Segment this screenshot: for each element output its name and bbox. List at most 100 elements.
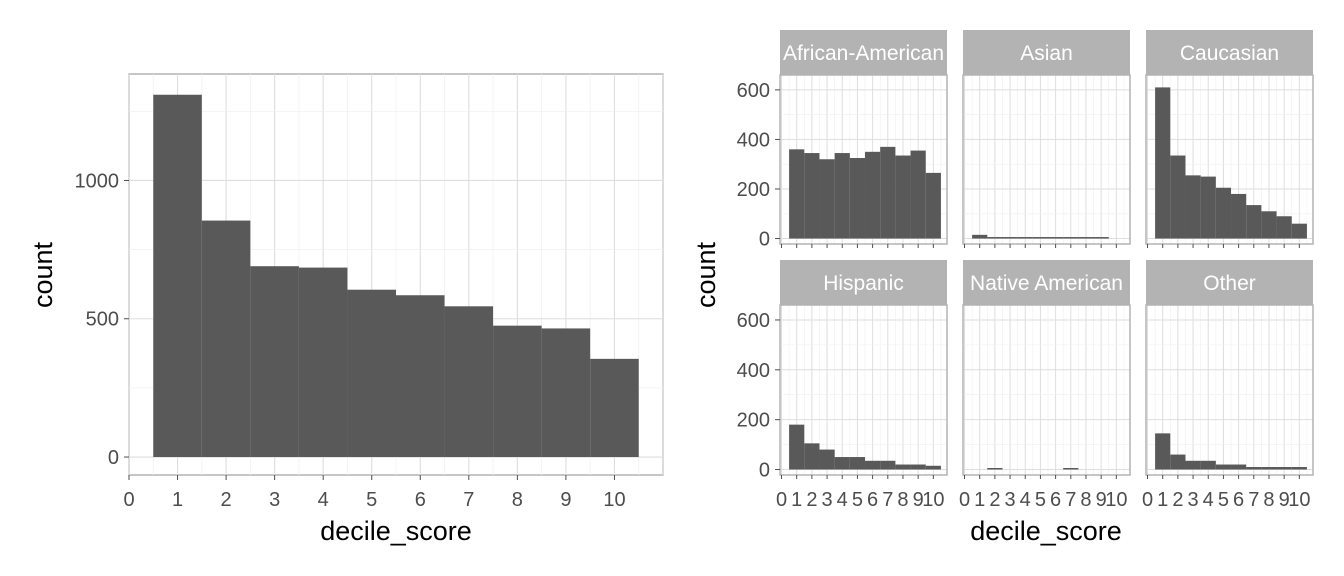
bar <box>1093 237 1109 239</box>
facet-panel-bg <box>963 305 1130 475</box>
x-tick-label: 5 <box>366 489 377 511</box>
bar <box>1231 464 1247 470</box>
facet-panel-border <box>962 304 1131 476</box>
x-tick-label: 10 <box>603 489 625 511</box>
x-tick-label: 7 <box>882 489 893 511</box>
bar <box>1170 454 1186 470</box>
bar <box>1291 223 1307 239</box>
x-tick-label: 8 <box>1263 489 1274 511</box>
y-axis: 0 500 1000 <box>75 170 129 469</box>
bar <box>1261 211 1277 239</box>
faceted-histogram-panels: African-American Asian Caucasian Hispanic Na… <box>779 30 1314 476</box>
facet-y-axes: 0 200 400 600 0 200 400 600 <box>737 80 780 482</box>
y-tick-label: 600 <box>737 310 770 332</box>
x-tick-label: 7 <box>463 489 474 511</box>
x-tick-label: 6 <box>867 489 878 511</box>
x-tick-label: 8 <box>897 489 908 511</box>
y-tick-label: 600 <box>737 80 770 102</box>
bars <box>153 94 639 458</box>
facet-panel-bg <box>963 75 1130 244</box>
x-tick-label: 1 <box>974 489 985 511</box>
bar <box>1276 216 1292 239</box>
x-tick-label: 3 <box>822 489 833 511</box>
bar <box>925 172 941 239</box>
bar <box>1185 460 1201 470</box>
x-tick-label: 9 <box>1279 489 1290 511</box>
facet-strip <box>963 260 1130 305</box>
bar <box>880 146 896 239</box>
bar <box>1215 464 1232 470</box>
bar <box>987 468 1003 470</box>
facet-x-axes: 0 1 2 3 4 5 6 7 8 910 0 1 2 3 4 5 6 7 8 910 0 1 2 3 4 5 6 7 8 910 <box>776 244 1310 511</box>
bar <box>834 153 850 239</box>
bar <box>1276 467 1292 470</box>
x-tick-label: 5 <box>852 489 863 511</box>
y-tick-label: 200 <box>737 179 770 201</box>
x-tick-label: 4 <box>1203 489 1214 511</box>
facet-strip-label: Caucasian <box>1180 42 1279 65</box>
bar <box>1200 460 1216 470</box>
y-tick-label: 0 <box>108 447 119 469</box>
bar <box>849 457 866 470</box>
bar <box>925 465 941 470</box>
bar <box>910 464 926 470</box>
facet-x-axis-title: decile_score <box>970 516 1122 546</box>
bar <box>910 150 926 239</box>
facet-strip <box>780 30 947 75</box>
bar <box>972 234 988 239</box>
x-tick-label: 10 <box>1105 489 1127 511</box>
y-tick-label: 0 <box>759 229 770 251</box>
bar <box>1048 237 1064 239</box>
bar <box>444 306 494 458</box>
bar <box>987 237 1003 239</box>
facet-panel: Hispanic <box>779 260 948 476</box>
x-tick-label: 5 <box>1218 489 1229 511</box>
bar <box>1155 433 1171 470</box>
facet-panel: Native American <box>962 260 1131 476</box>
x-tick-label: 3 <box>269 489 280 511</box>
facet-strip-label: Asian <box>1020 42 1073 65</box>
bar <box>153 94 202 458</box>
bar <box>849 158 866 239</box>
bar <box>804 153 820 239</box>
x-tick-label: 2 <box>1172 489 1183 511</box>
bar <box>880 460 896 470</box>
facet-strip-label: Other <box>1203 272 1256 295</box>
x-tick-label: 9 <box>913 489 924 511</box>
bar <box>1185 175 1201 239</box>
y-tick-label: 500 <box>86 309 119 331</box>
y-tick-label: 1000 <box>75 170 120 192</box>
x-tick-label: 3 <box>1188 489 1199 511</box>
bar <box>1170 155 1186 239</box>
x-tick-label: 4 <box>837 489 848 511</box>
bar <box>1078 237 1094 239</box>
bar <box>895 464 911 470</box>
facet-strip <box>963 30 1130 75</box>
bar <box>201 220 251 458</box>
bar <box>895 155 911 239</box>
bar <box>590 358 639 458</box>
y-tick-label: 400 <box>737 360 770 382</box>
x-tick-label: 0 <box>959 489 970 511</box>
facet-panel: African-American <box>779 30 948 245</box>
facet-strip <box>1146 30 1313 75</box>
facet-strip <box>780 260 947 305</box>
bar <box>1002 237 1018 239</box>
bar <box>396 295 445 458</box>
bar <box>819 449 835 470</box>
x-axis-title: decile_score <box>320 516 472 546</box>
bar <box>1215 187 1232 239</box>
x-tick-label: 2 <box>221 489 232 511</box>
facet-panel: Caucasian <box>1145 30 1314 245</box>
bar <box>1063 237 1079 239</box>
facet-panel-border <box>962 74 1131 245</box>
facet-strip-label: Native American <box>970 272 1123 295</box>
x-tick-label: 4 <box>318 489 329 511</box>
bar <box>250 266 299 458</box>
bar <box>541 328 591 458</box>
x-tick-label: 5 <box>1035 489 1046 511</box>
x-tick-label: 8 <box>1080 489 1091 511</box>
x-tick-label: 0 <box>123 489 134 511</box>
bar <box>865 460 881 470</box>
bar <box>1291 467 1307 470</box>
